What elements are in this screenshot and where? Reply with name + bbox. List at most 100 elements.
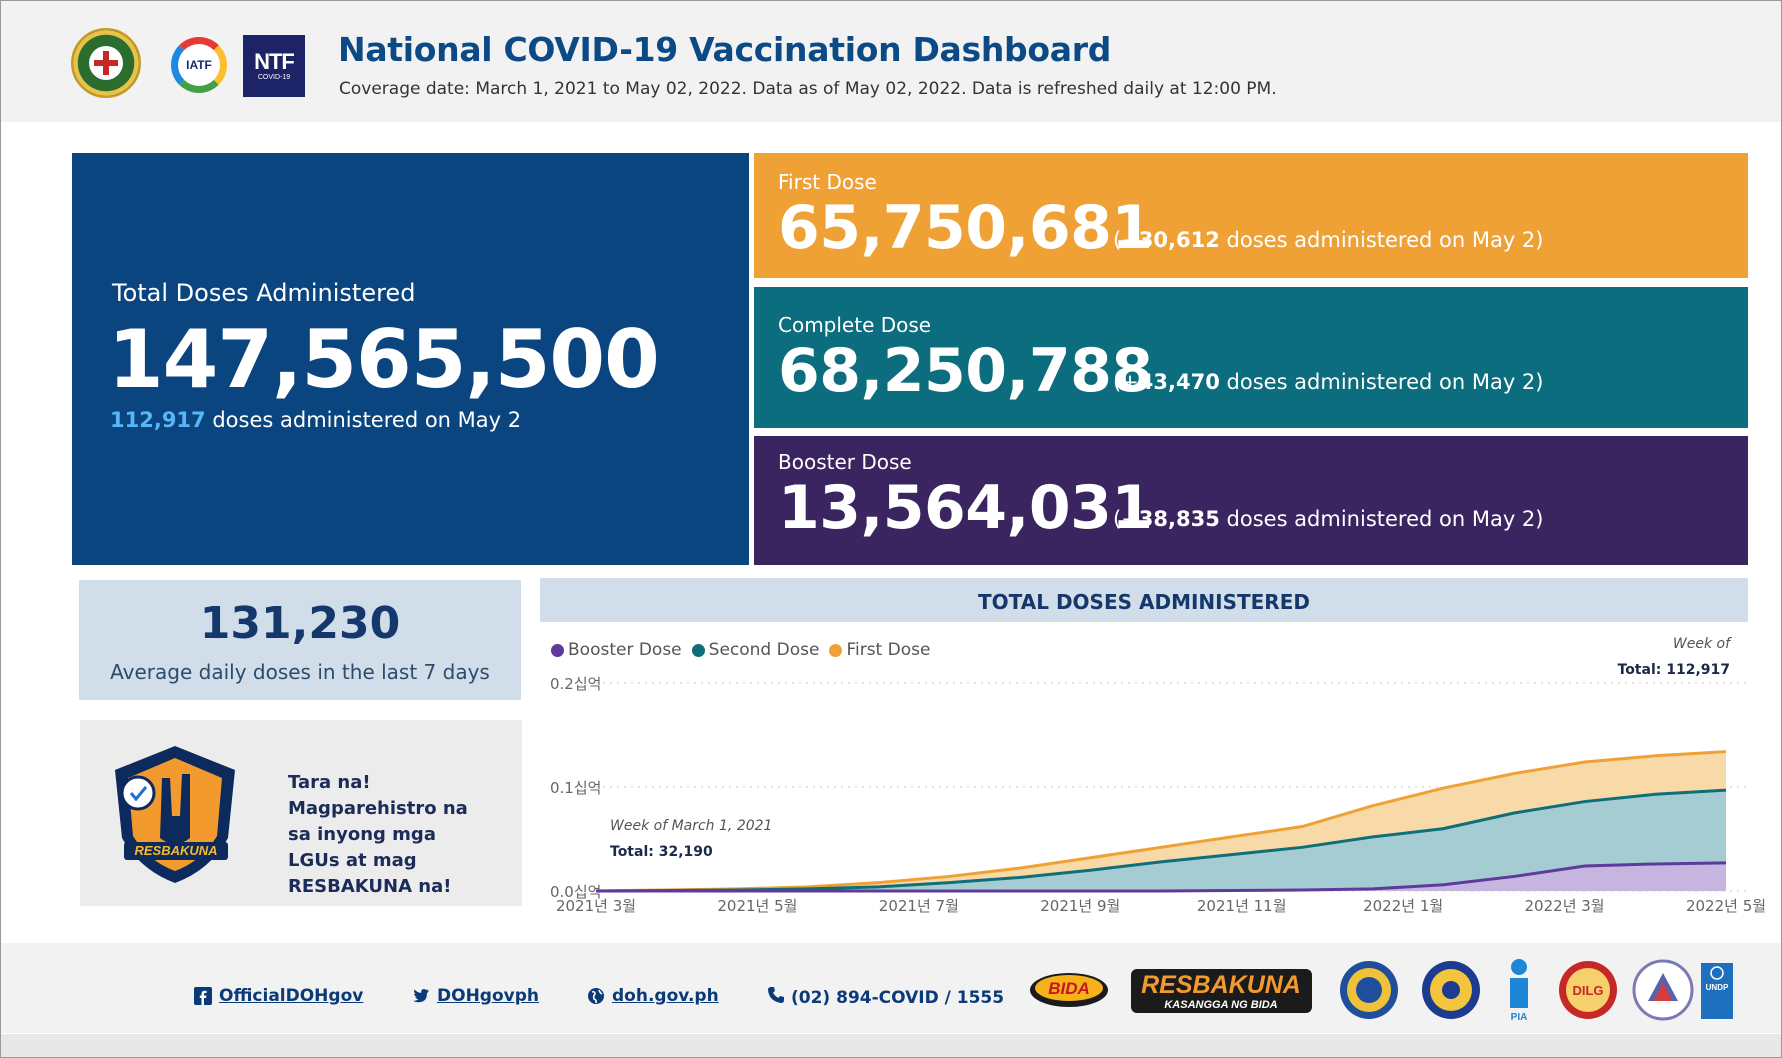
website-link[interactable]: doh.gov.ph	[586, 986, 719, 1006]
facebook-link[interactable]: OfficialDOHgov	[193, 986, 363, 1006]
booster-dose-value: 13,564,031	[778, 473, 1153, 543]
footer-bottom-bar	[1, 1034, 1781, 1057]
total-doses-card: Total Doses Administered 147,565,500 112…	[72, 153, 749, 565]
doh-cross-icon	[89, 46, 123, 80]
undp-logo-text: UNDP	[1706, 983, 1729, 992]
phone-icon	[767, 986, 785, 1009]
dilg-logo-text: DILG	[1572, 983, 1603, 998]
booster-dose-delta: 38,835	[1138, 507, 1220, 531]
twitter-icon	[411, 986, 431, 1006]
total-doses-label: Total Doses Administered	[112, 279, 416, 307]
badge-resbakuna-text: RESBAKUNA	[134, 843, 217, 858]
legend-first[interactable]: First Dose	[829, 640, 930, 660]
booster-dose-delta-open: (+	[1113, 507, 1139, 531]
chart-legend: Booster Dose Second Dose First Dose	[551, 640, 930, 660]
legend-booster-label: Booster Dose	[568, 640, 682, 660]
header: IATF NTF COVID-19 National COVID-19 Vacc…	[1, 1, 1781, 122]
legend-second-label: Second Dose	[708, 640, 820, 660]
booster-dose-delta-line: (+38,835 doses administered on May 2)	[1113, 507, 1544, 531]
globe-icon	[586, 986, 606, 1006]
y-tick-label: 0.2십억	[550, 675, 601, 693]
iatf-logo-text: IATF	[186, 58, 212, 72]
complete-dose-label: Complete Dose	[778, 313, 932, 337]
annotation-start-total: Total: 32,190	[610, 844, 713, 860]
pia-logo: PIA	[1504, 958, 1534, 1022]
legend-second-swatch	[691, 643, 705, 657]
first-dose-delta-open: (+	[1113, 228, 1139, 252]
ntf-logo-text: NTF	[254, 48, 295, 74]
legend-first-label: First Dose	[846, 640, 931, 660]
ntf-logo: NTF COVID-19	[243, 35, 305, 97]
booster-dose-label: Booster Dose	[778, 450, 912, 474]
dilg-logo: DILG	[1556, 958, 1620, 1022]
pcoo-seal-logo	[1337, 958, 1401, 1022]
complete-dose-delta-text: doses administered on May 2)	[1226, 370, 1544, 394]
resbakuna-promo-card: RESBAKUNA Tara na! Magparehistro na sa i…	[80, 720, 522, 906]
booster-dose-card: Booster Dose 13,564,031 (+38,835 doses a…	[754, 436, 1748, 565]
legend-first-swatch	[829, 643, 843, 657]
average-daily-value: 131,230	[199, 598, 401, 649]
first-dose-delta-line: (+30,612 doses administered on May 2)	[1113, 228, 1544, 252]
presidential-seal-logo	[1419, 958, 1483, 1022]
facebook-icon	[193, 986, 213, 1006]
page-title: National COVID-19 Vaccination Dashboard	[338, 30, 1112, 69]
undp-logo: UNDP	[1701, 963, 1733, 1019]
first-dose-label: First Dose	[778, 170, 877, 194]
complete-dose-delta-line: (+43,470 doses administered on May 2)	[1113, 370, 1544, 394]
hotline[interactable]: (02) 894-COVID / 1555	[767, 986, 1004, 1009]
total-doses-value: 147,565,500	[108, 313, 660, 406]
average-daily-card: 131,230 Average daily doses in the last …	[79, 580, 521, 700]
x-tick-label: 2021년 9월	[1040, 897, 1120, 915]
doh-seal-logo	[71, 28, 141, 98]
facebook-link-text[interactable]: OfficialDOHgov	[219, 986, 364, 1006]
x-tick-label: 2021년 11월	[1197, 897, 1287, 915]
complete-dose-delta: 43,470	[1138, 370, 1220, 394]
legend-second[interactable]: Second Dose	[691, 640, 820, 660]
total-daily-line: 112,917 doses administered on May 2	[110, 408, 521, 432]
x-tick-label: 2021년 5월	[717, 897, 797, 915]
bida-logo-text: BIDA	[1048, 979, 1090, 998]
first-dose-delta: 30,612	[1138, 228, 1220, 252]
x-tick-label: 2022년 5월	[1686, 897, 1766, 915]
resbakuna-logo: RESBAKUNA KASANGGA NG BIDA	[1129, 965, 1314, 1015]
website-link-text[interactable]: doh.gov.ph	[612, 986, 719, 1006]
first-dose-value: 65,750,681	[778, 193, 1153, 263]
twitter-link[interactable]: DOHgovph	[411, 986, 539, 1006]
chart-header: TOTAL DOSES ADMINISTERED	[540, 578, 1748, 622]
y-tick-label: 0.0십억	[550, 883, 601, 901]
legend-booster-swatch	[551, 643, 564, 657]
pia-logo-text: PIA	[1511, 1012, 1528, 1022]
bida-logo: BIDA	[1028, 966, 1110, 1012]
complete-dose-card: Complete Dose 68,250,788 (+43,470 doses …	[754, 287, 1748, 428]
footer: OfficialDOHgov DOHgovph doh.gov.ph (02) …	[1, 943, 1781, 1033]
annotation-end-total: Total: 112,917	[1618, 662, 1731, 678]
legend-booster[interactable]: Booster Dose	[551, 640, 682, 660]
coverage-subtitle: Coverage date: March 1, 2021 to May 02, …	[339, 79, 1277, 99]
promo-text: Tara na! Magparehistro na sa inyong mga …	[288, 772, 468, 897]
hotline-text[interactable]: (02) 894-COVID / 1555	[791, 987, 1005, 1008]
ntf-logo-subtext: COVID-19	[257, 73, 291, 81]
iatf-logo: IATF	[164, 28, 234, 102]
first-dose-card: First Dose 65,750,681 (+30,612 doses adm…	[754, 153, 1748, 278]
x-tick-label: 2021년 7월	[879, 897, 959, 915]
annotation-start-week: Week of March 1, 2021	[610, 818, 772, 834]
area-second-dose	[596, 790, 1726, 891]
annotation-end-week: Week of	[1673, 636, 1732, 652]
x-tick-label: 2022년 1월	[1363, 897, 1443, 915]
chart-title: TOTAL DOSES ADMINISTERED	[978, 590, 1310, 614]
vaccinated-badge-icon: RESBAKUNA	[115, 746, 235, 883]
x-tick-label: 2022년 3월	[1525, 897, 1605, 915]
twitter-link-text[interactable]: DOHgovph	[437, 986, 539, 1006]
first-dose-delta-text: doses administered on May 2)	[1226, 228, 1544, 252]
x-tick-label: 2021년 3월	[556, 897, 636, 915]
complete-dose-value: 68,250,788	[778, 336, 1153, 406]
resbakuna-logo-subtext: KASANGGA NG BIDA	[1164, 999, 1277, 1011]
total-doses-area-chart[interactable]: 0.0십억 0.1십억 0.2십억 2021년 3월 2021년 5월 2021년 7월 2…	[540, 630, 1780, 920]
booster-dose-delta-text: doses administered on May 2)	[1226, 507, 1544, 531]
y-tick-label: 0.1십억	[550, 779, 601, 797]
commission-seal-logo	[1631, 958, 1695, 1022]
complete-dose-delta-open: (+	[1113, 370, 1139, 394]
average-daily-label: Average daily doses in the last 7 days	[110, 660, 490, 684]
resbakuna-logo-text: RESBAKUNA	[1141, 971, 1301, 999]
total-daily-value: 112,917	[110, 408, 206, 432]
